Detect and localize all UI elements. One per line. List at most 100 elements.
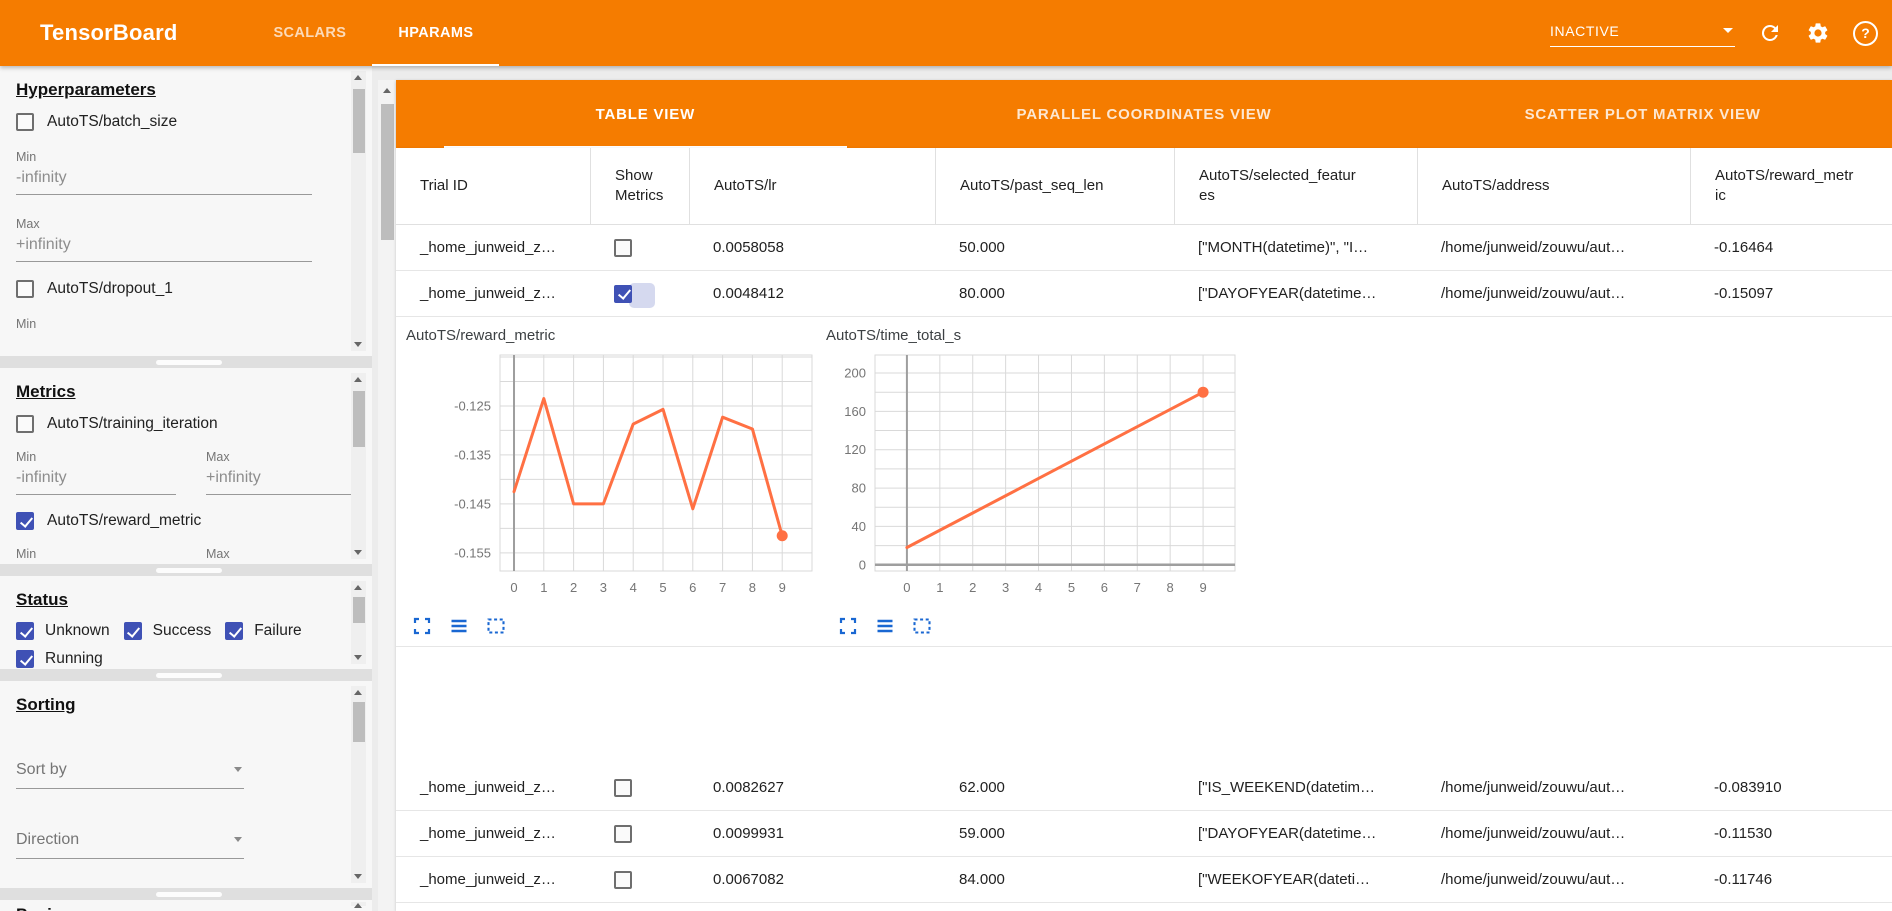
scroll-up-icon[interactable] <box>354 585 362 590</box>
panel-resize-handle[interactable] <box>156 359 222 365</box>
scroll-up-icon[interactable] <box>354 903 362 908</box>
col-show-metrics[interactable]: Show Metrics <box>590 148 689 224</box>
col-past-seq-len[interactable]: AutoTS/past_seq_len <box>935 148 1174 224</box>
help-icon[interactable]: ? <box>1853 20 1878 46</box>
table-row[interactable]: _home_junweid_z… 0.0058058 50.000 ["MONT… <box>396 225 1892 271</box>
reload-status-value: INACTIVE <box>1550 23 1620 39</box>
scroll-up-icon[interactable] <box>382 88 391 93</box>
scrollbar-thumb[interactable] <box>352 597 365 623</box>
address-cell: /home/junweid/zouwu/aut… <box>1441 871 1626 888</box>
reward-metric-cell: -0.083910 <box>1714 779 1782 796</box>
min-input[interactable]: -infinity <box>16 164 312 195</box>
scroll-down-icon[interactable] <box>354 655 362 660</box>
reward-metric-checkbox[interactable] <box>16 512 34 530</box>
sorting-heading: Sorting <box>16 695 76 714</box>
lr-cell: 0.0048412 <box>713 285 784 302</box>
sorting-scrollbar[interactable] <box>351 686 366 883</box>
batch-size-min-field: Min -infinity <box>16 150 312 195</box>
table-row[interactable]: _home_junweid_z… 0.0082627 62.000 ["IS_W… <box>396 765 1892 811</box>
hyperparameters-scrollbar[interactable] <box>351 71 366 351</box>
scroll-up-icon[interactable] <box>354 690 362 695</box>
reward-metric-cell: -0.11530 <box>1714 825 1773 842</box>
training-iteration-checkbox[interactable] <box>16 415 34 433</box>
maximize-icon[interactable] <box>838 616 858 636</box>
status-label: Failure <box>254 622 302 639</box>
scroll-down-icon[interactable] <box>354 550 362 555</box>
scrollbar-thumb[interactable] <box>352 89 365 153</box>
show-metrics-checkbox[interactable] <box>614 282 655 308</box>
success-checkbox[interactable] <box>123 622 142 640</box>
show-metrics-checkbox[interactable] <box>614 238 632 257</box>
scrollbar-thumb[interactable] <box>352 702 365 742</box>
col-selected-features[interactable]: AutoTS/selected_features <box>1174 148 1417 224</box>
section-hyperparameters: Hyperparameters AutoTS/batch_size Min -i… <box>0 66 372 356</box>
status-failure: Failure <box>225 622 302 640</box>
status-label: Unknown <box>45 622 110 639</box>
reload-status-dropdown[interactable]: INACTIVE <box>1550 19 1735 47</box>
table-rows-top: _home_junweid_z… 0.0058058 50.000 ["MONT… <box>396 225 1892 317</box>
panel-resize-handle[interactable] <box>156 891 222 897</box>
main-scrollbar[interactable] <box>378 80 396 911</box>
col-reward-metric[interactable]: AutoTS/reward_metric <box>1690 148 1892 224</box>
max-input[interactable]: +infinity <box>206 464 366 495</box>
tab-parallel-coordinates-view[interactable]: PARALLEL COORDINATES VIEW <box>1016 105 1272 123</box>
list-icon[interactable] <box>875 616 895 636</box>
metrics-scrollbar[interactable] <box>351 373 366 559</box>
table-row[interactable]: _home_junweid_z… 0.0048412 80.000 ["DAYO… <box>396 271 1892 317</box>
tab-scalars[interactable]: SCALARS <box>273 25 347 41</box>
scroll-up-icon[interactable] <box>354 75 362 80</box>
show-metrics-checkbox[interactable] <box>614 824 632 843</box>
chevron-down-icon <box>234 767 242 772</box>
tab-scatter-plot-matrix-view[interactable]: SCATTER PLOT MATRIX VIEW <box>1524 105 1761 123</box>
scroll-down-icon[interactable] <box>354 874 362 879</box>
section-paging: Paging <box>0 900 372 911</box>
reload-icon[interactable] <box>1757 20 1783 46</box>
scroll-down-icon[interactable] <box>354 342 362 347</box>
running-checkbox[interactable] <box>16 650 34 668</box>
tab-table-view[interactable]: TABLE VIEW <box>396 80 895 148</box>
scrollbar-thumb[interactable] <box>352 391 365 447</box>
svg-text:9: 9 <box>779 580 786 595</box>
max-input[interactable]: +infinity <box>16 231 312 262</box>
max-label: Max <box>206 547 230 561</box>
col-address[interactable]: AutoTS/address <box>1417 148 1690 224</box>
settings-gear-icon[interactable] <box>1805 20 1831 46</box>
show-metrics-checkbox[interactable] <box>614 778 632 797</box>
table-row[interactable]: _home_junweid_z… 0.0099931 59.000 ["DAYO… <box>396 811 1892 857</box>
col-trial-id[interactable]: Trial ID <box>420 176 468 194</box>
status-options: Unknown Success Failure Running <box>16 622 356 668</box>
svg-text:2: 2 <box>969 580 976 595</box>
panel-resize-handle[interactable] <box>156 672 222 678</box>
dropout-1-checkbox[interactable] <box>16 280 34 298</box>
paging-scrollbar[interactable] <box>351 902 366 908</box>
min-input[interactable]: -infinity <box>16 464 176 495</box>
min-label: Min <box>16 450 37 464</box>
marquee-select-icon[interactable] <box>486 616 506 636</box>
time-total-chart[interactable]: 200 160 120 80 40 0 0 1 2 3 4 5 6 7 8 9 <box>816 317 1276 609</box>
status-running: Running <box>16 650 103 668</box>
tab-hparams[interactable]: HPARAMS <box>372 0 499 66</box>
failure-checkbox[interactable] <box>225 622 244 640</box>
batch-size-checkbox[interactable] <box>16 113 34 131</box>
unknown-checkbox[interactable] <box>16 622 34 640</box>
reward-metric-cell: -0.16464 <box>1714 239 1774 256</box>
list-icon[interactable] <box>449 616 469 636</box>
scroll-up-icon[interactable] <box>354 377 362 382</box>
metric-label: AutoTS/reward_metric <box>47 512 202 529</box>
scrollbar-thumb[interactable] <box>380 104 394 240</box>
show-metrics-checkbox[interactable] <box>614 870 632 889</box>
maximize-icon[interactable] <box>412 616 432 636</box>
past-seq-len-cell: 84.000 <box>959 871 1005 888</box>
direction-dropdown[interactable]: Direction <box>16 825 244 859</box>
reward-metric-chart[interactable]: -0.125 -0.135 -0.145 -0.155 0 1 2 3 4 5 6 7 8 9 <box>396 317 826 609</box>
col-lr[interactable]: AutoTS/lr <box>689 148 935 224</box>
status-scrollbar[interactable] <box>351 581 366 664</box>
lr-cell: 0.0058058 <box>713 239 784 256</box>
param-batch-size: AutoTS/batch_size <box>16 110 372 134</box>
panel-resize-handle[interactable] <box>156 567 222 573</box>
svg-text:4: 4 <box>630 580 637 595</box>
selected-features-cell: ["DAYOFYEAR(datetime… <box>1198 285 1377 302</box>
marquee-select-icon[interactable] <box>912 616 932 636</box>
sort-by-dropdown[interactable]: Sort by <box>16 755 244 789</box>
table-row[interactable]: _home_junweid_z… 0.0067082 84.000 ["WEEK… <box>396 857 1892 903</box>
